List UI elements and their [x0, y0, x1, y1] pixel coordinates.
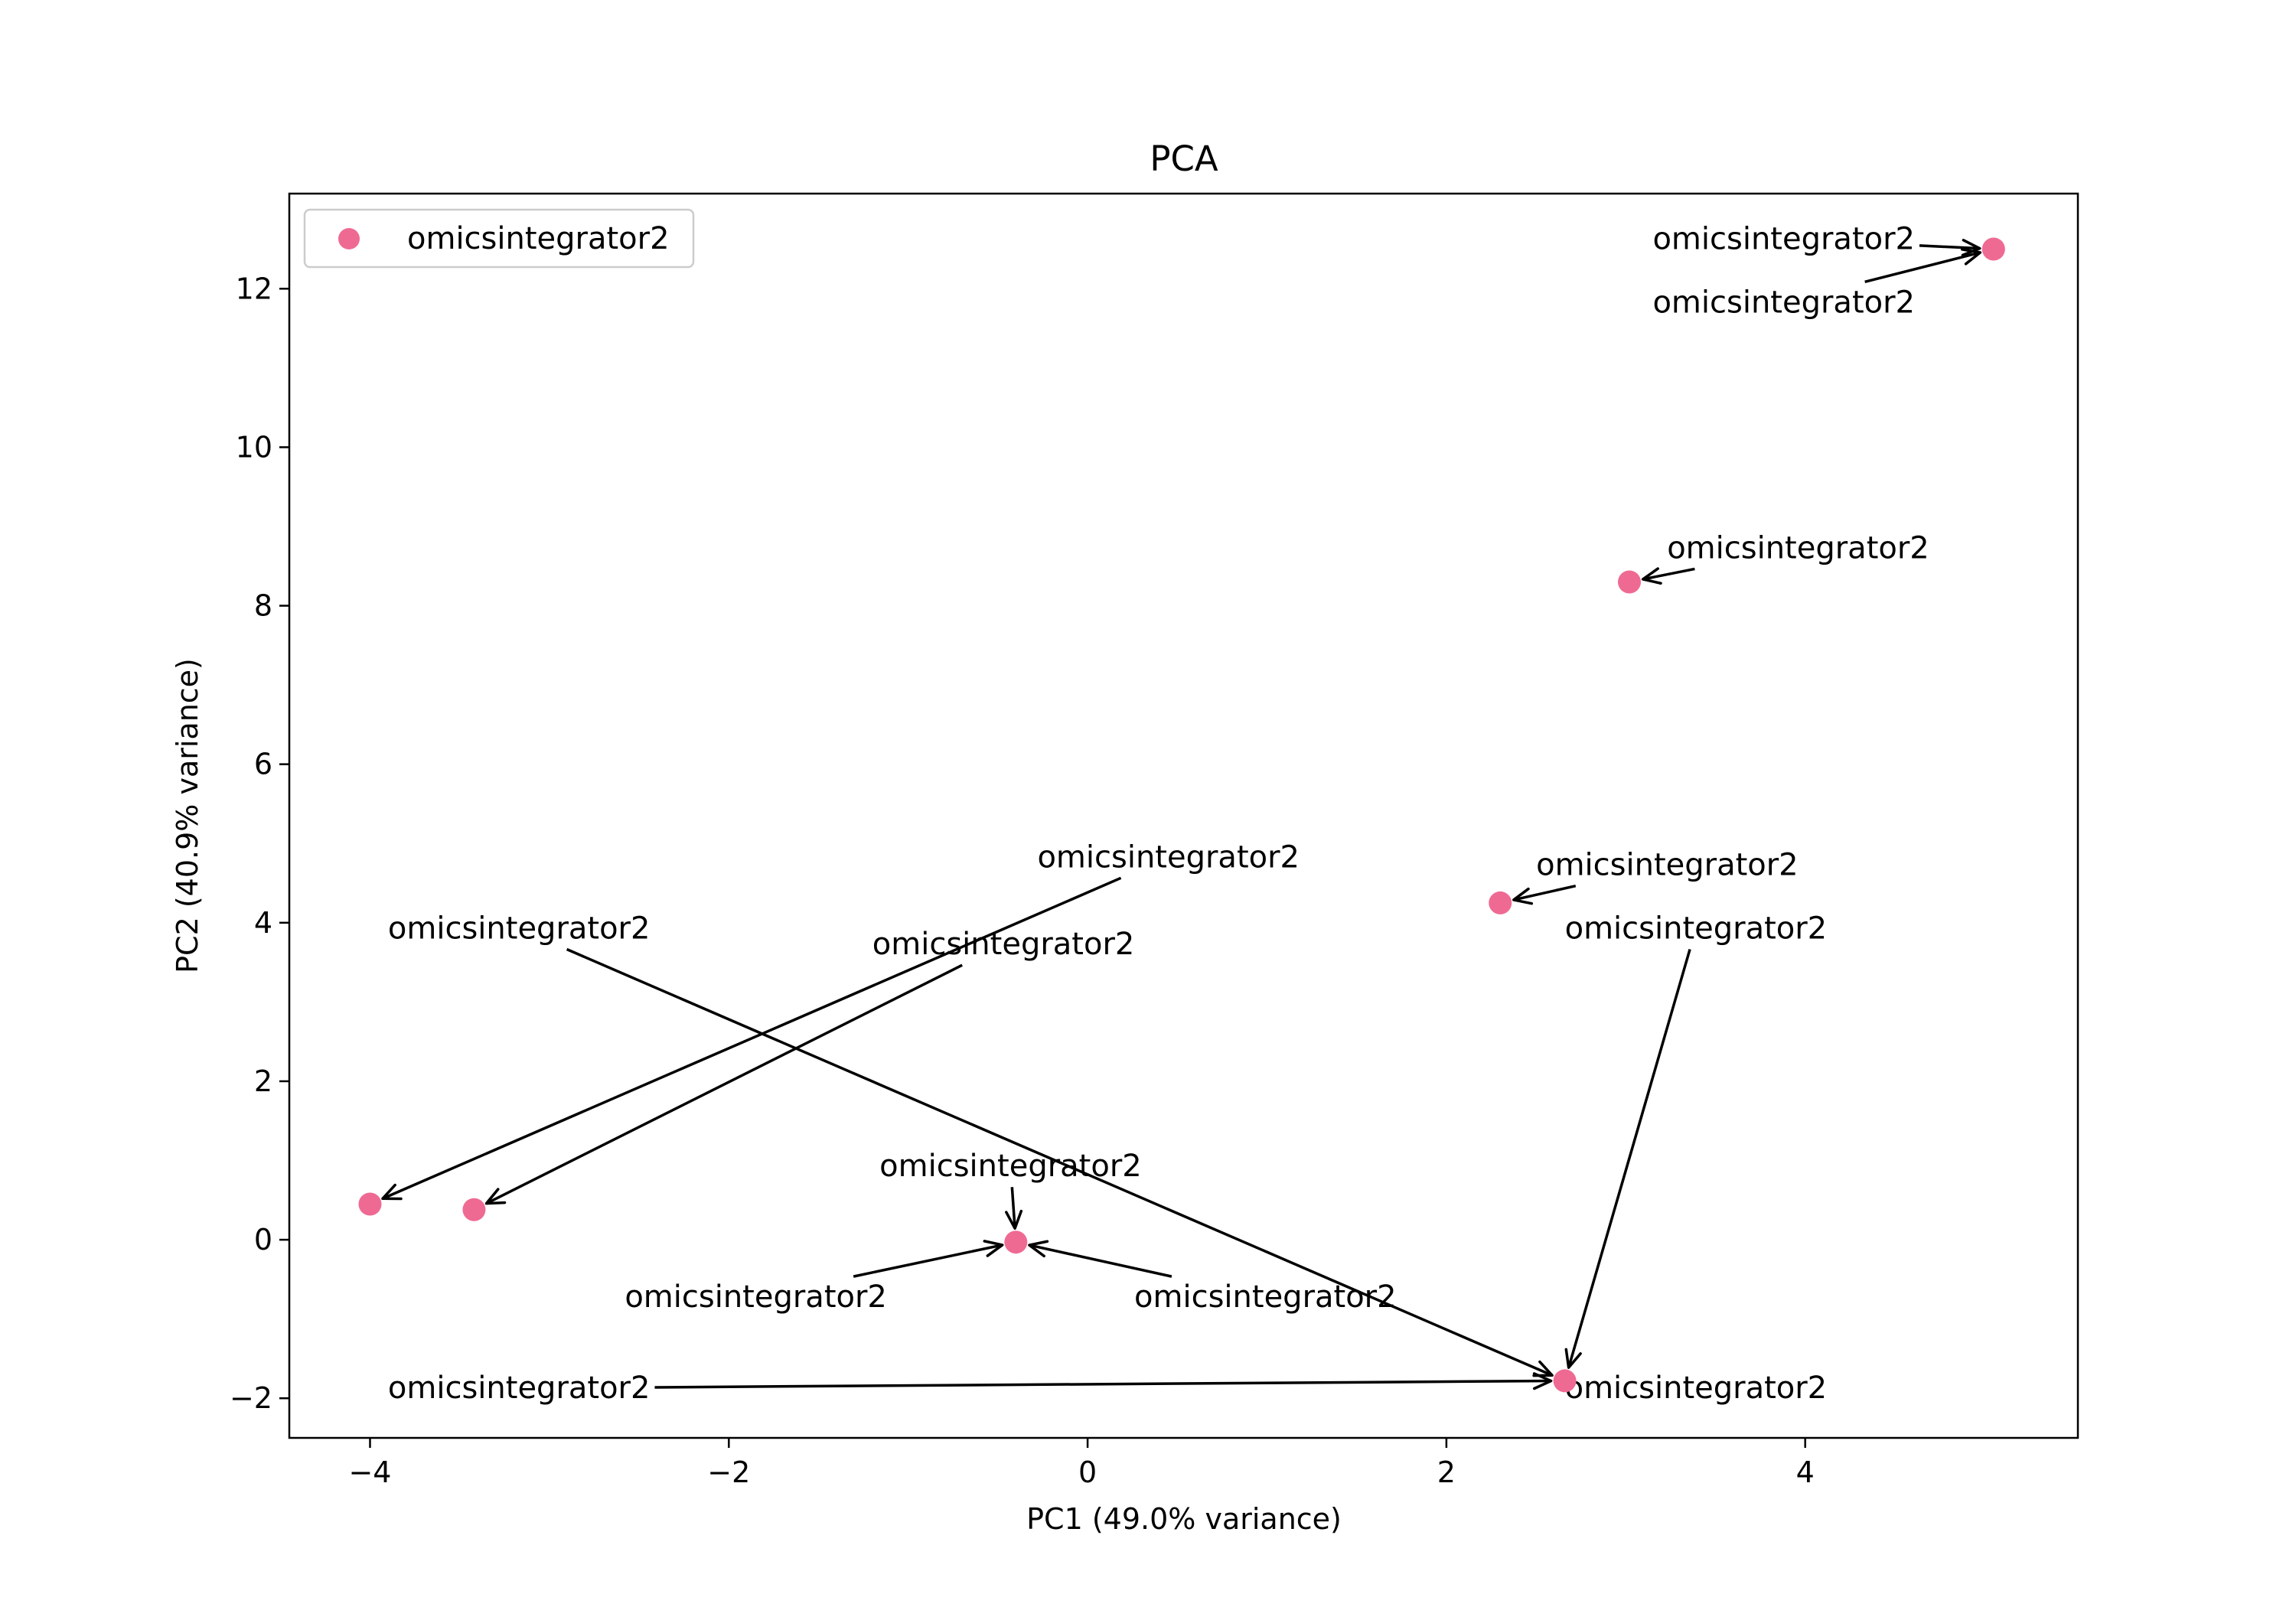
annotation-arrowhead: [381, 1183, 403, 1201]
x-axis-label: PC1 (49.0% variance): [1026, 1502, 1342, 1536]
data-point: [1489, 891, 1512, 914]
annotation-arrow: [1029, 1244, 1172, 1278]
annotation-label: omicsintegrator2: [1536, 848, 1799, 883]
annotation-label: omicsintegrator2: [1565, 911, 1828, 947]
annotation: omicsintegrator2: [388, 1371, 1553, 1406]
annotation-arrowhead: [1961, 239, 1981, 257]
annotation-arrow: [1919, 244, 1980, 250]
annotation: omicsintegrator2: [1564, 911, 1828, 1369]
data-point: [1004, 1231, 1028, 1254]
data-point: [358, 1192, 382, 1216]
x-tick-label: −2: [707, 1455, 750, 1489]
annotation-arrow: [566, 947, 1553, 1377]
annotation-label: omicsintegrator2: [1134, 1279, 1397, 1315]
legend-box: [303, 208, 695, 269]
y-tick-label: 8: [254, 589, 272, 623]
y-tick-label: −2: [230, 1381, 272, 1415]
annotation-arrow: [654, 1379, 1551, 1389]
annotation-arrowhead: [1960, 248, 1982, 266]
y-tick-label: 10: [236, 430, 272, 464]
annotation-arrowhead: [1641, 567, 1662, 585]
data-point: [1553, 1369, 1577, 1393]
annotation-arrow: [485, 963, 963, 1205]
chart-title: PCA: [1150, 139, 1218, 179]
annotation-label: omicsintegrator2: [872, 927, 1135, 962]
x-tick-label: 2: [1437, 1455, 1456, 1489]
annotation-layer: omicsintegrator2 omicsintegrator2 omicsint…: [381, 221, 1982, 1406]
x-tick-label: −4: [348, 1455, 391, 1489]
x-tick-label: 0: [1078, 1455, 1097, 1489]
annotation-arrowhead: [484, 1188, 507, 1205]
y-axis-ticks: −2 0 2 4 6 8 10 12: [230, 272, 289, 1415]
annotation-arrowhead: [1005, 1209, 1023, 1230]
annotation: omicsintegrator2: [1565, 1371, 1828, 1406]
annotation: omicsintegrator2: [484, 927, 1135, 1205]
annotation-label: omicsintegrator2: [625, 1279, 887, 1315]
data-point: [462, 1198, 486, 1221]
y-tick-label: 6: [254, 748, 272, 781]
annotation-arrowhead: [983, 1240, 1004, 1257]
annotation-arrowhead: [1532, 1372, 1553, 1390]
y-tick-label: 0: [254, 1223, 272, 1257]
annotation-arrow: [382, 876, 1122, 1200]
annotation-arrow: [1513, 884, 1577, 901]
annotation-label: omicsintegrator2: [1565, 1371, 1828, 1406]
annotation-arrowhead: [1512, 887, 1534, 905]
data-point: [1981, 237, 2005, 261]
annotation-arrow: [1010, 1187, 1016, 1229]
data-point-layer: [358, 237, 2005, 1393]
plot-area-frame: [288, 192, 2079, 1439]
annotation-arrow: [853, 1244, 1003, 1278]
annotation: omicsintegrator2: [1028, 1240, 1397, 1315]
annotation: omicsintegrator2: [879, 1149, 1142, 1230]
legend-marker: [338, 228, 360, 249]
annotation: omicsintegrator2: [381, 839, 1300, 1201]
legend-label: omicsintegrator2: [407, 221, 670, 256]
y-tick-label: 12: [236, 272, 272, 305]
annotation-label: omicsintegrator2: [879, 1149, 1142, 1184]
annotation: omicsintegrator2: [1641, 530, 1929, 585]
data-point: [1617, 570, 1641, 594]
legend: omicsintegrator2: [303, 208, 695, 269]
annotation-label: omicsintegrator2: [388, 1371, 651, 1406]
annotation-arrowhead: [1564, 1348, 1582, 1369]
annotation-label: omicsintegrator2: [1652, 221, 1915, 256]
y-tick-label: 4: [254, 906, 272, 940]
annotation: omicsintegrator2: [625, 1240, 1004, 1315]
annotation-label: omicsintegrator2: [1667, 530, 1929, 566]
annotation-arrow: [1864, 251, 1981, 284]
annotation-arrow: [1642, 567, 1695, 581]
x-tick-label: 4: [1796, 1455, 1815, 1489]
annotation-arrow: [1567, 949, 1691, 1368]
annotation: omicsintegrator2: [1512, 848, 1799, 905]
annotation-label: omicsintegrator2: [1652, 285, 1915, 320]
annotation: omicsintegrator2: [1652, 248, 1982, 320]
y-tick-label: 2: [254, 1064, 272, 1098]
annotation-label: omicsintegrator2: [1037, 839, 1300, 875]
annotation-arrowhead: [1028, 1240, 1049, 1258]
y-axis-label: PC2 (40.9% variance): [171, 658, 204, 973]
annotation: omicsintegrator2: [1652, 221, 1981, 257]
x-axis-ticks: −4 −2 0 2 4: [348, 1438, 1815, 1489]
annotation-label: omicsintegrator2: [388, 911, 651, 947]
